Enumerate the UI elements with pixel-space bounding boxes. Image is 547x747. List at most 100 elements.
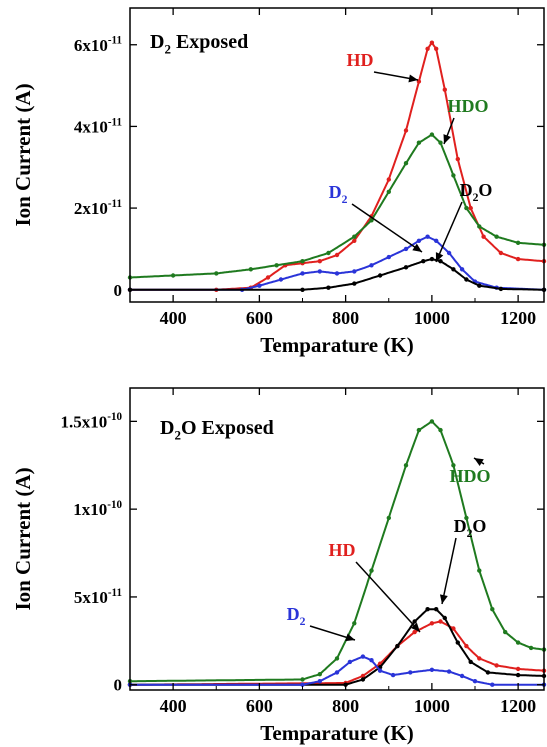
data-point-d2o-1 [300, 287, 305, 292]
data-point-d2o-10 [464, 277, 469, 282]
x-tick-label: 1000 [414, 308, 450, 328]
x-tick-label: 800 [332, 308, 359, 328]
data-point-hdo-7 [352, 234, 357, 239]
data-point-hd-10 [386, 177, 391, 182]
data-point-hdo-11 [416, 140, 422, 145]
x-tick-label: 400 [160, 308, 187, 328]
data-point-hdo-9 [386, 189, 391, 194]
panel-label: D2 Exposed [150, 31, 248, 57]
data-point-hdo-18 [515, 240, 521, 245]
series-line-hd [130, 620, 545, 686]
data-point-d2o-3 [352, 281, 357, 286]
data-point-d2-11 [446, 669, 452, 674]
annotation-label-d2o: D2O [460, 180, 493, 204]
y-tick-label: 6x10-11 [74, 35, 122, 55]
data-point-d2-4 [347, 659, 353, 665]
x-tick-label: 600 [246, 696, 273, 716]
y-tick-label: 1x10-10 [73, 499, 122, 519]
data-point-hd-11 [494, 663, 499, 668]
data-point-d2o-9 [451, 267, 456, 272]
annotation-arrow-d2o [435, 201, 463, 263]
data-point-hdo-14 [451, 173, 456, 178]
x-tick-label: 400 [160, 696, 187, 716]
y-tick-label: 0 [114, 676, 123, 695]
x-tick-label: 1200 [500, 696, 536, 716]
series-d2o [127, 607, 547, 687]
data-point-hdo-1 [170, 273, 176, 278]
data-point-hdo-11 [451, 463, 456, 468]
annotation-label-d2: D2 [329, 182, 348, 206]
data-point-hd-16 [442, 87, 447, 92]
plot-frame [129, 387, 545, 691]
data-point-d2-6 [369, 658, 374, 663]
annotation-arrowhead-hd [410, 622, 420, 632]
plot-frame [129, 7, 545, 303]
chart-panel-1: 400 600 800 1000 1200 0 2x10-11 4x10-11 6x10-11 T… [11, 7, 547, 357]
data-point-hdo-6 [386, 515, 391, 521]
data-point-d2o-7 [429, 256, 435, 262]
data-point-hdo-9 [429, 419, 435, 424]
data-point-d2o-10 [468, 659, 473, 665]
y-tick-label: 0 [114, 281, 123, 300]
data-point-d2-10 [403, 246, 409, 252]
x-tick-label: 1000 [414, 696, 450, 716]
data-point-hd-18 [468, 205, 473, 211]
data-point-hdo-13 [438, 140, 443, 145]
data-point-hd-5 [412, 629, 417, 635]
data-point-d2o-11 [485, 670, 491, 675]
data-point-hdo-15 [464, 205, 469, 211]
annotation-arrowhead-hd [408, 74, 418, 83]
data-point-hd-21 [515, 256, 521, 262]
data-point-hd-8 [352, 238, 357, 243]
data-point-hd-15 [434, 46, 439, 51]
data-point-d2o-4 [377, 273, 383, 278]
x-tick-label: 1200 [500, 308, 536, 328]
y-tick-label: 4x10-11 [74, 116, 122, 136]
data-point-hdo-12 [429, 132, 435, 137]
data-point-hdo-2 [214, 271, 219, 276]
data-point-d2-13 [434, 238, 439, 243]
data-point-hd-11 [403, 128, 409, 133]
data-point-hd-6 [317, 259, 322, 264]
series-hdo [127, 419, 547, 684]
data-point-hdo-4 [352, 621, 357, 626]
chart-panel-2: 400 600 800 1000 1200 0 5x10-11 1x10-10 1.5x10-1… [11, 387, 547, 745]
data-point-hdo-4 [274, 263, 279, 268]
data-point-hdo-1 [300, 677, 305, 682]
data-point-hd-14 [429, 40, 435, 45]
data-point-d2o-6 [425, 607, 430, 612]
data-point-hd-20 [498, 250, 504, 256]
data-point-d2o-2 [360, 677, 366, 682]
data-point-hdo-3 [248, 267, 253, 272]
data-point-d2-14 [446, 250, 452, 256]
y-tick-label: 2x10-11 [74, 198, 122, 218]
x-tick-label: 600 [246, 308, 273, 328]
data-point-d2o-6 [421, 259, 426, 264]
data-point-hd-12 [515, 666, 521, 672]
data-point-hdo-8 [369, 218, 374, 223]
annotation-arrowhead-hdo [443, 134, 451, 144]
data-point-d2o-12 [515, 672, 521, 678]
annotation-arrow-d2o [441, 537, 457, 605]
data-point-d2-9 [408, 670, 413, 675]
data-point-hdo-16 [515, 640, 521, 645]
data-point-d2o-2 [326, 285, 331, 290]
data-point-d2-14 [490, 682, 495, 687]
y-axis-title: Ion Current (A) [11, 83, 35, 226]
data-point-hdo-3 [334, 656, 340, 661]
annotation-arrowhead-hdo [474, 458, 484, 467]
annotation-arrow-d2 [351, 203, 423, 253]
data-point-hdo-14 [490, 607, 495, 612]
data-point-d2o-11 [477, 283, 482, 288]
data-point-d2-6 [334, 271, 340, 276]
annotation-arrowhead-d2o [439, 594, 448, 604]
data-point-hdo-6 [326, 250, 331, 256]
data-point-d2-2 [257, 283, 262, 288]
data-point-d2-1 [300, 682, 305, 687]
annotation-arrow-hd [355, 561, 421, 633]
data-point-hd-2 [360, 673, 366, 679]
data-point-d2-2 [317, 679, 322, 684]
data-point-d2o-8 [442, 615, 447, 621]
data-point-d2o-7 [434, 607, 439, 612]
series-line-d2 [130, 235, 545, 291]
